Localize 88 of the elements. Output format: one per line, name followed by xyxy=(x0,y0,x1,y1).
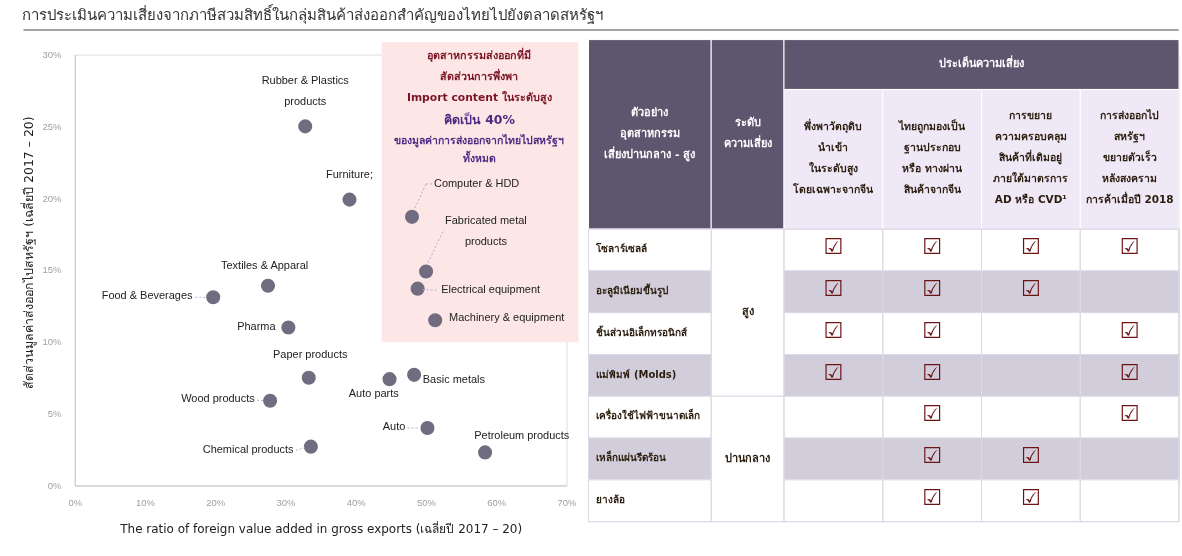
text: ปานกลาง xyxy=(725,451,771,465)
category-label: ไทยถูกมองเป็น ฐานประกอบ หรือ ทางผ่าน สินค้าจากจีน xyxy=(898,118,967,195)
series-label: Basic metals xyxy=(422,373,486,386)
point xyxy=(342,192,357,207)
point xyxy=(478,445,493,460)
text: ประเด็นความเสี่ยง xyxy=(939,55,1025,71)
category-label: เหล็กแผ่นรีดร้อน xyxy=(596,452,667,464)
x-tick-label: 50% xyxy=(417,496,437,508)
category-label: การส่งออกไป สหรัฐฯ ขยายตัวเร็ว หลังสงคราม การค้าเมื่อปี 2018 xyxy=(1085,109,1174,206)
series-label: Furniture; xyxy=(326,167,373,180)
point xyxy=(407,367,422,382)
annotation: คิดเป็น 40% xyxy=(443,111,516,127)
text: ระดับ ความเสี่ยง xyxy=(723,116,772,151)
x-tick-label: 40% xyxy=(346,496,367,508)
x-tick-label: 0% xyxy=(68,496,83,508)
text: ☑ xyxy=(1119,401,1140,427)
text: ☑ xyxy=(922,317,942,343)
category-label: การขยาย ความครอบคลุม สินค้าที่เดิมอยู่ ภายใต้มาตรการ AD หรือ CVD¹ xyxy=(993,109,1069,206)
text: Fabricated metal products xyxy=(445,213,527,247)
series-label: Auto xyxy=(382,419,406,432)
annotation: ของมูลค่าการส่งออกจากไทยไปสหรัฐฯ ทั้งหมด xyxy=(394,133,565,164)
point xyxy=(404,209,420,224)
text: ☑ xyxy=(1021,276,1041,302)
category-label: เครื่องใช้ไฟฟ้าขนาดเล็ก xyxy=(596,410,701,422)
point xyxy=(410,281,425,296)
chart-title: การประเมินความเสี่ยงจากภาษีสวมสิทธิ์ในกลุ่มสินค้าส่งออกสำคัญของไทยไปยังตลาดสหรัฐฯ xyxy=(22,4,604,25)
point xyxy=(428,313,443,328)
series-label: Chemical products xyxy=(202,442,295,455)
category-label: โซลาร์เซลล์ xyxy=(596,243,648,255)
x-tick-label: 20% xyxy=(206,496,226,508)
point xyxy=(420,420,435,436)
point xyxy=(298,119,313,134)
text: ☑ xyxy=(1119,317,1140,343)
text: ☑ xyxy=(922,484,942,510)
text: ☑ xyxy=(823,317,844,343)
series-label: Food & Beverages xyxy=(101,289,194,302)
y-tick-label: 5% xyxy=(47,408,62,420)
text: Computer & HDD xyxy=(433,176,520,189)
text: ☑ xyxy=(1021,443,1041,469)
x-tick-label: 30% xyxy=(276,496,297,508)
text: Rubber & Plastics products xyxy=(261,73,350,107)
text: ☑ xyxy=(922,276,942,302)
category-label: อะลูมิเนียมขึ้นรูป xyxy=(596,284,669,296)
series-label: Wood products xyxy=(181,392,256,405)
series-label: Petroleum products xyxy=(474,428,570,441)
point xyxy=(303,439,318,454)
text: ตัวอย่าง อุตสาหกรรม เสี่ยงปานกลาง - สูง xyxy=(604,106,696,162)
y-tick-label: 10% xyxy=(42,336,62,348)
y-axis-title: สัดส่วนมูลค่าส่งออกไปสหรัฐฯ (เฉลี่ยปี 2017 – 20) xyxy=(20,116,38,389)
x-tick-label: 60% xyxy=(487,496,507,508)
category-label: พึ่งพาวัตถุดิบ นำเข้า ในระดับสูง โดยเฉพาะจากจีน xyxy=(792,117,875,195)
category-label: ยางล้อ xyxy=(596,493,626,505)
point xyxy=(382,372,397,387)
series-label: Textiles & Apparal xyxy=(221,259,309,272)
x-tick-label: 10% xyxy=(136,496,156,508)
series-label: Electrical equipment xyxy=(441,283,541,296)
x-tick-label: 70% xyxy=(557,496,578,508)
point xyxy=(281,320,296,335)
y-tick-label: 25% xyxy=(42,120,62,132)
text: ☑ xyxy=(823,234,844,260)
category-label: แม่พิมพ์ (Molds) xyxy=(596,368,677,380)
x-axis-title: The ratio of foreign value added in gross exports (เฉลี่ยปี 2017 – 20) xyxy=(119,521,523,537)
text: ☑ xyxy=(922,234,942,260)
y-tick-label: 30% xyxy=(42,49,62,61)
point xyxy=(260,278,276,293)
series-label: Pharma xyxy=(237,320,277,333)
text: ☑ xyxy=(823,276,844,302)
category-label: ชิ้นส่วนอิเล็กทรอนิกส์ xyxy=(596,326,688,338)
text: ☑ xyxy=(1119,234,1140,260)
text: ☑ xyxy=(922,401,942,427)
y-tick-label: 0% xyxy=(47,479,62,491)
point xyxy=(263,393,278,408)
annotation: อุตสาหกรรมส่งออกที่มี สัดส่วนการพึ่งพา Import content ในระดับสูง xyxy=(406,46,552,105)
text: ☑ xyxy=(922,359,942,385)
text: ☑ xyxy=(823,359,844,385)
point xyxy=(419,264,434,279)
point xyxy=(301,370,316,385)
series-label: Paper products xyxy=(273,348,348,361)
text: สูง xyxy=(741,305,754,320)
series-label: Auto parts xyxy=(348,387,400,400)
text: ☑ xyxy=(922,443,942,469)
y-tick-label: 20% xyxy=(42,192,62,204)
text: ☑ xyxy=(1119,359,1140,385)
text: ☑ xyxy=(1021,234,1041,260)
series-label: Machinery & equipment xyxy=(449,310,565,323)
y-tick-label: 15% xyxy=(42,264,62,276)
text: ☑ xyxy=(1021,484,1041,510)
point xyxy=(206,290,221,305)
